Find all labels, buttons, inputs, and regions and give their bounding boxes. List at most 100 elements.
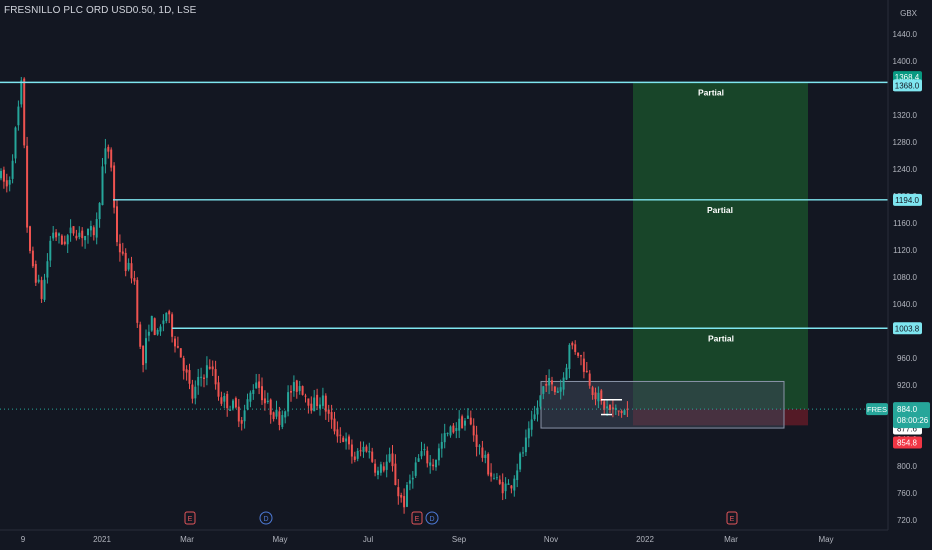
candle[interactable]	[46, 261, 49, 278]
candle[interactable]	[101, 166, 104, 206]
candle[interactable]	[275, 409, 278, 417]
candle[interactable]	[258, 381, 261, 388]
candle[interactable]	[350, 444, 353, 457]
candle[interactable]	[553, 386, 556, 393]
candle[interactable]	[530, 419, 533, 430]
candle[interactable]	[104, 148, 107, 165]
candle[interactable]	[298, 386, 301, 392]
candle[interactable]	[524, 437, 527, 453]
candle[interactable]	[353, 456, 356, 460]
candle[interactable]	[301, 386, 304, 395]
candle[interactable]	[461, 416, 464, 429]
candle[interactable]	[34, 264, 37, 283]
candle[interactable]	[585, 370, 588, 373]
candle[interactable]	[377, 470, 379, 475]
candle[interactable]	[159, 326, 162, 332]
candle[interactable]	[475, 434, 478, 447]
candle[interactable]	[580, 355, 582, 357]
candle[interactable]	[234, 398, 237, 408]
candle[interactable]	[504, 483, 507, 492]
candle[interactable]	[432, 464, 435, 467]
candle[interactable]	[194, 386, 197, 399]
candle[interactable]	[147, 331, 150, 336]
candle[interactable]	[130, 263, 133, 279]
candle[interactable]	[437, 448, 440, 461]
candle[interactable]	[371, 451, 374, 462]
candle[interactable]	[594, 392, 597, 400]
candle[interactable]	[290, 391, 292, 393]
candle[interactable]	[539, 395, 542, 407]
candle[interactable]	[406, 484, 408, 507]
candle[interactable]	[388, 454, 391, 462]
candle[interactable]	[417, 458, 420, 462]
candle[interactable]	[52, 232, 55, 239]
candle[interactable]	[397, 487, 400, 497]
candle[interactable]	[362, 446, 365, 452]
candle[interactable]	[478, 445, 481, 447]
candle[interactable]	[281, 415, 284, 427]
candle[interactable]	[31, 250, 34, 267]
candle[interactable]	[562, 377, 565, 390]
candle[interactable]	[348, 436, 350, 445]
candle[interactable]	[263, 398, 266, 404]
candle[interactable]	[542, 386, 545, 394]
candle[interactable]	[205, 365, 208, 378]
candle[interactable]	[98, 203, 101, 220]
candle[interactable]	[92, 227, 95, 236]
candle[interactable]	[495, 477, 498, 479]
candle[interactable]	[339, 434, 342, 436]
candle[interactable]	[426, 450, 429, 464]
candle[interactable]	[327, 409, 330, 414]
candle[interactable]	[452, 425, 455, 433]
candle[interactable]	[20, 80, 23, 105]
candle[interactable]	[609, 404, 611, 410]
candle[interactable]	[179, 348, 182, 358]
candle[interactable]	[208, 366, 211, 369]
candle[interactable]	[11, 160, 14, 179]
candle[interactable]	[232, 400, 234, 409]
candle[interactable]	[261, 386, 263, 401]
candle[interactable]	[501, 482, 504, 494]
candle[interactable]	[481, 447, 484, 458]
candle[interactable]	[423, 449, 426, 451]
candle[interactable]	[498, 479, 501, 484]
candle[interactable]	[582, 358, 585, 372]
candle[interactable]	[446, 432, 449, 434]
candle[interactable]	[197, 376, 200, 386]
candle[interactable]	[611, 407, 614, 410]
candle[interactable]	[113, 165, 116, 208]
candle[interactable]	[365, 446, 368, 452]
candle[interactable]	[333, 418, 336, 432]
candle[interactable]	[153, 318, 156, 336]
candle[interactable]	[165, 312, 168, 322]
candle[interactable]	[295, 380, 298, 392]
candle[interactable]	[330, 412, 333, 420]
candle[interactable]	[272, 412, 275, 420]
candle[interactable]	[400, 495, 403, 498]
candle[interactable]	[223, 395, 226, 402]
candle[interactable]	[2, 169, 5, 182]
candle[interactable]	[571, 342, 574, 346]
candle[interactable]	[516, 470, 519, 481]
candle[interactable]	[403, 496, 406, 508]
candle[interactable]	[469, 417, 472, 425]
candle[interactable]	[37, 279, 40, 282]
consolidation-box[interactable]	[540, 380, 785, 429]
candle[interactable]	[490, 472, 493, 477]
candle[interactable]	[14, 127, 17, 159]
candle[interactable]	[411, 477, 414, 480]
candle[interactable]	[252, 390, 255, 394]
candle[interactable]	[435, 459, 437, 468]
candle[interactable]	[420, 451, 423, 457]
candle[interactable]	[142, 345, 145, 365]
candle[interactable]	[548, 377, 551, 386]
candle[interactable]	[449, 426, 452, 436]
candle[interactable]	[17, 106, 20, 126]
candle[interactable]	[379, 464, 382, 473]
candle[interactable]	[110, 149, 113, 168]
candle[interactable]	[89, 226, 92, 231]
candle[interactable]	[249, 392, 252, 402]
candle[interactable]	[78, 232, 81, 238]
candle[interactable]	[255, 382, 258, 389]
